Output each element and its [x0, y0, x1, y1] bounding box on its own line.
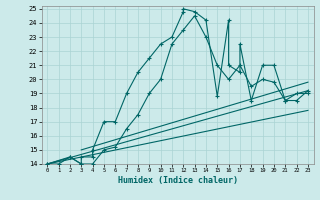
- X-axis label: Humidex (Indice chaleur): Humidex (Indice chaleur): [118, 176, 237, 185]
